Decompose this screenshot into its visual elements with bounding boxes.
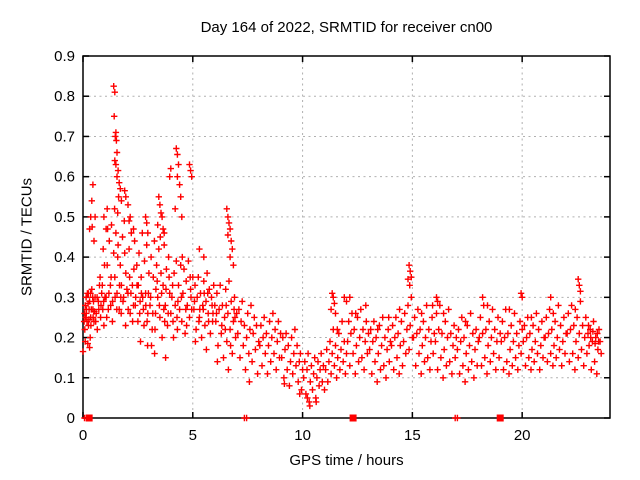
x-axis-label: GPS time / hours: [289, 452, 404, 469]
x-tick-label: 5: [189, 427, 197, 444]
x-tick-label: 20: [514, 427, 531, 444]
plot-border: [82, 55, 611, 419]
y-tick-label: 0.9: [54, 48, 75, 65]
square-point-flagged-points: [349, 414, 357, 422]
y-tick-label: 0.7: [54, 128, 75, 145]
x-tick-label: 0: [79, 427, 87, 444]
y-tick-label: 0: [67, 410, 75, 427]
x-tick-label: 15: [404, 427, 421, 444]
square-point-flagged-points: [85, 414, 93, 422]
y-tick-label: 0.1: [54, 370, 75, 387]
chart-title: Day 164 of 2022, SRMTID for receiver cn0…: [200, 19, 493, 36]
y-tick-label: 0.6: [54, 169, 75, 186]
x-tick-label: 10: [294, 427, 311, 444]
y-axis-label: SRMTID / TECUs: [18, 177, 36, 297]
square-point-flagged-points: [496, 414, 504, 422]
y-tick-label: 0.3: [54, 289, 75, 306]
y-tick-label: 0.2: [54, 330, 75, 347]
scatter-points-srmtid-points: [79, 83, 605, 422]
y-tick-label: 0.8: [54, 88, 75, 105]
y-tick-label: 0.5: [54, 209, 75, 226]
y-tick-label: 0.4: [54, 249, 75, 266]
